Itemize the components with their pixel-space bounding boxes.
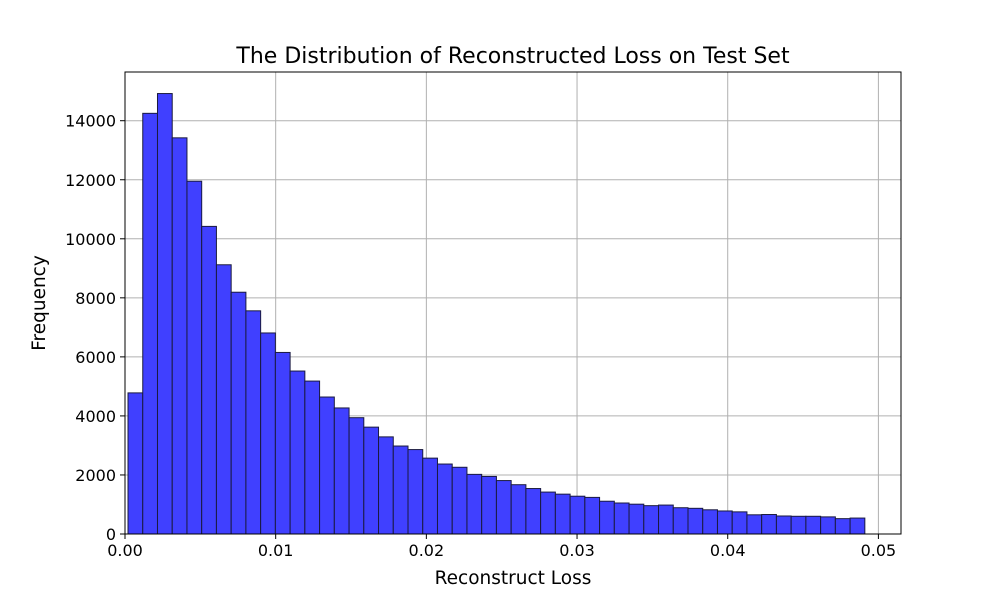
histogram-bar	[775, 515, 792, 535]
histogram-bar	[820, 516, 836, 535]
histogram-bar	[274, 351, 291, 535]
histogram-bar	[540, 491, 556, 535]
chart-title: The Distribution of Reconstructed Loss o…	[235, 44, 790, 69]
histogram-bar	[805, 515, 822, 535]
histogram-bar	[731, 511, 748, 535]
y-tick-label: 12000	[65, 171, 116, 190]
histogram-bar	[628, 503, 645, 535]
histogram-bar	[466, 473, 483, 535]
histogram-bar	[525, 488, 542, 535]
x-tick-label: 0.04	[710, 541, 746, 560]
histogram-bar	[510, 484, 527, 535]
x-tick-label: 0.05	[861, 541, 897, 560]
histogram-bar	[702, 509, 718, 535]
histogram-bar	[761, 514, 777, 535]
histogram-bar	[260, 332, 276, 535]
histogram-bar	[716, 510, 733, 535]
histogram-bar	[333, 407, 350, 535]
histogram-bar	[687, 507, 704, 535]
histogram-bar	[481, 475, 497, 535]
y-axis-label: Frequency	[29, 255, 50, 351]
y-axis-ticks: 0 2000 4000 6000 8000 10000 12000 14000	[65, 112, 125, 544]
histogram-bar	[495, 480, 512, 535]
x-tick-label: 0.03	[559, 541, 595, 560]
x-tick-label: 0.00	[107, 541, 143, 560]
histogram-bar	[569, 495, 586, 535]
histogram-bar	[127, 392, 144, 535]
histogram-bar	[156, 93, 173, 535]
histogram-bar	[215, 264, 232, 535]
histogram-bar	[378, 436, 394, 535]
histogram-bar	[230, 291, 247, 535]
histogram-bar	[245, 310, 262, 535]
histogram-bar	[643, 505, 660, 535]
y-tick-label: 6000	[75, 348, 116, 367]
histogram-bar	[834, 518, 851, 535]
histogram-bar	[554, 493, 571, 535]
histogram-bar	[201, 225, 217, 535]
histogram-bar	[422, 457, 438, 535]
y-tick-label: 2000	[75, 466, 116, 485]
histogram-bar	[304, 380, 321, 535]
x-tick-label: 0.01	[258, 541, 294, 560]
histogram-bar	[451, 466, 468, 535]
histogram-bar	[407, 449, 424, 535]
x-axis-label: Reconstruct Loss	[435, 568, 592, 589]
histogram-bar	[658, 504, 674, 535]
x-tick-label: 0.02	[409, 541, 445, 560]
histogram-bar	[319, 396, 335, 535]
histogram-bar	[171, 137, 188, 535]
histogram-bar	[436, 463, 453, 535]
plot-area-frame	[124, 71, 902, 535]
y-tick-label: 10000	[65, 230, 116, 249]
histogram-bar	[392, 445, 409, 535]
histogram-bar	[790, 515, 807, 535]
y-tick-label: 14000	[65, 112, 116, 131]
histogram-bar	[363, 426, 380, 535]
histogram-bar	[599, 500, 615, 535]
histogram-bar	[746, 514, 763, 535]
histogram-bar	[584, 496, 601, 535]
y-tick-label: 4000	[75, 407, 116, 426]
histogram-bar	[672, 507, 689, 535]
histogram-bar	[289, 370, 306, 535]
x-axis-ticks: 0.00 0.01 0.02 0.03 0.04 0.05	[107, 534, 896, 560]
y-tick-label: 0	[106, 525, 116, 544]
histogram-bar	[186, 180, 203, 535]
y-tick-label: 8000	[75, 289, 116, 308]
histogram-bar	[142, 112, 158, 535]
histogram-bar	[849, 517, 866, 535]
histogram-bar	[348, 417, 365, 535]
histogram-bar	[613, 502, 630, 535]
